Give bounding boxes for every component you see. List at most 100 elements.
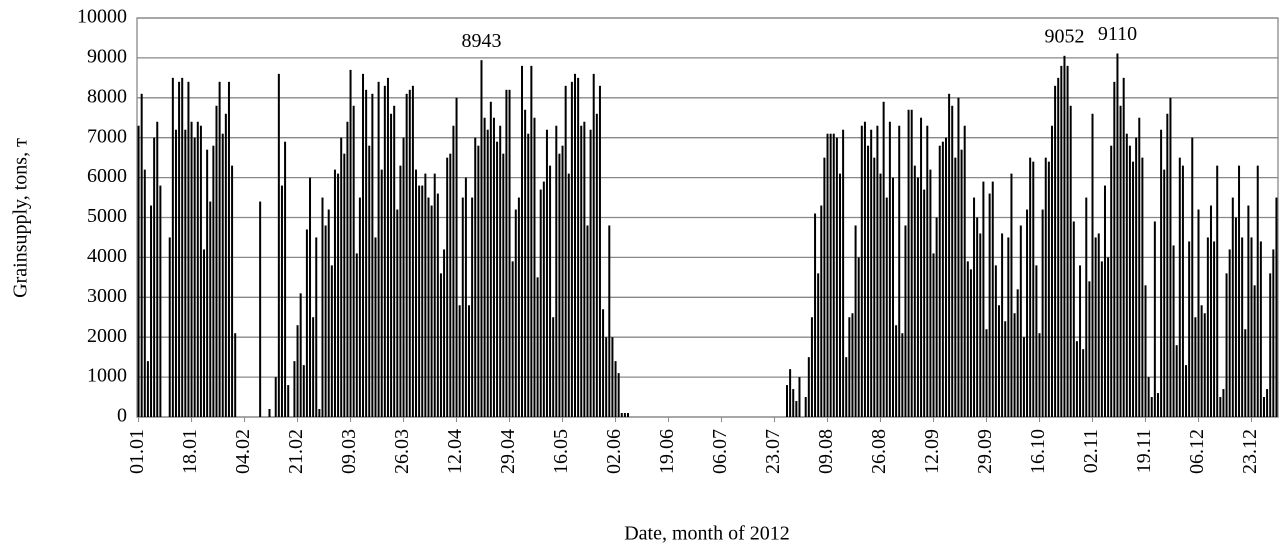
bar (564, 85, 567, 417)
bar (870, 129, 873, 417)
bar (580, 125, 583, 417)
bar (838, 173, 841, 417)
bar (1032, 161, 1035, 417)
bar (976, 217, 979, 417)
bar (1066, 65, 1069, 417)
x-tick-label: 16.05 (550, 429, 572, 474)
bar (1113, 81, 1116, 417)
bar (137, 125, 140, 417)
bar (203, 249, 206, 417)
bar (433, 173, 436, 417)
bar (876, 125, 879, 417)
bar (804, 397, 807, 417)
bar (1122, 77, 1125, 417)
bar (1238, 165, 1241, 417)
bar (854, 225, 857, 417)
bar (358, 197, 361, 417)
bar (287, 385, 290, 417)
bar (561, 145, 564, 417)
bar (1141, 157, 1144, 417)
bar (333, 169, 336, 417)
bar (1262, 397, 1265, 417)
bar (449, 153, 452, 417)
bar (146, 361, 149, 417)
bar (309, 177, 312, 417)
bar (234, 333, 237, 417)
bar (1072, 221, 1075, 417)
bar (330, 265, 333, 417)
y-axis-label: Grainsupply, tons, т (10, 138, 32, 298)
bar (340, 137, 343, 417)
bar (168, 237, 171, 417)
data-label: 8943 (461, 30, 501, 52)
bar (1026, 209, 1029, 417)
y-tick-label: 2000 (87, 325, 127, 347)
bar (1010, 173, 1013, 417)
x-axis-label: Date, month of 2012 (624, 523, 790, 545)
bar (789, 369, 792, 417)
bar (1016, 289, 1019, 417)
bar (1119, 105, 1122, 417)
bar (1200, 305, 1203, 417)
bar (499, 125, 502, 417)
bar (910, 109, 913, 418)
bar (617, 373, 620, 417)
bar (502, 153, 505, 417)
bar (1054, 85, 1057, 417)
bar (508, 89, 511, 417)
bar (346, 121, 349, 418)
bar (156, 121, 159, 418)
bar (293, 361, 296, 417)
bar (514, 209, 517, 417)
bar (318, 409, 321, 417)
bar (171, 77, 174, 417)
bar (362, 73, 365, 418)
bar (991, 181, 994, 417)
bar (954, 157, 957, 417)
bar (352, 105, 355, 417)
x-tick-label: 26.08 (868, 429, 890, 474)
bar (196, 121, 199, 418)
bar (324, 225, 327, 417)
y-tick-label: 1000 (87, 365, 127, 387)
bar (461, 197, 464, 417)
bar (795, 401, 798, 417)
bar (1103, 185, 1106, 417)
bar (390, 113, 393, 417)
x-tick-label: 29.09 (974, 429, 996, 474)
bar (1209, 205, 1212, 417)
bar (574, 73, 577, 418)
bar (536, 277, 539, 417)
bar (1216, 165, 1219, 417)
bar (552, 317, 555, 417)
bar (1259, 241, 1262, 417)
bar (190, 121, 193, 418)
bar (951, 105, 954, 417)
bar (521, 65, 524, 417)
bar (1188, 241, 1191, 417)
x-tick-label: 01.01 (126, 429, 148, 474)
bar (835, 137, 838, 417)
bar (277, 73, 280, 418)
bar (468, 305, 471, 417)
bar (527, 133, 530, 417)
bar (1035, 265, 1038, 417)
bar (259, 201, 262, 417)
bar (960, 149, 963, 418)
bar (496, 141, 499, 417)
bar (985, 329, 988, 417)
bar (380, 169, 383, 417)
data-label: 9110 (1098, 23, 1137, 45)
bar (605, 337, 608, 417)
bar (337, 173, 340, 417)
bar (1172, 245, 1175, 417)
bar (832, 133, 835, 417)
bar (181, 77, 184, 417)
bar (1041, 209, 1044, 417)
bar (829, 133, 832, 417)
bar (935, 217, 938, 417)
bar (483, 117, 486, 417)
bar (206, 149, 209, 418)
bar (814, 213, 817, 417)
